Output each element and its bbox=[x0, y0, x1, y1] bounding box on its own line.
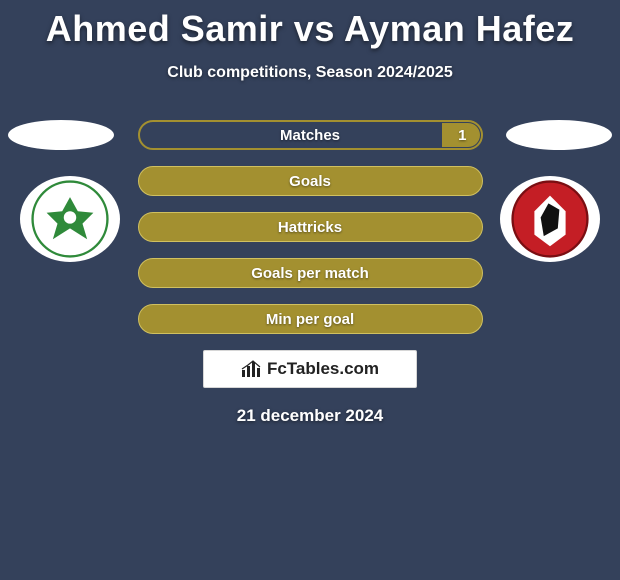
stat-row-hattricks: Hattricks bbox=[138, 212, 483, 242]
stat-row-min-per-goal: Min per goal bbox=[138, 304, 483, 334]
stat-label: Min per goal bbox=[266, 311, 354, 328]
stat-row-goals: Goals bbox=[138, 166, 483, 196]
stat-value-right: 1 bbox=[458, 127, 466, 144]
club-badge-left bbox=[20, 176, 120, 262]
stat-label: Hattricks bbox=[278, 219, 342, 236]
stat-label: Matches bbox=[280, 127, 340, 144]
player-photo-left bbox=[8, 120, 114, 150]
club-badge-right bbox=[500, 176, 600, 262]
branding-watermark: FcTables.com bbox=[203, 350, 417, 388]
bar-chart-icon bbox=[241, 360, 263, 378]
stat-row-matches: Matches 1 bbox=[138, 120, 483, 150]
player-photo-right bbox=[506, 120, 612, 150]
stat-label: Goals bbox=[289, 173, 331, 190]
eagle-crest-icon bbox=[31, 180, 109, 258]
page-subtitle: Club competitions, Season 2024/2025 bbox=[0, 64, 620, 82]
branding-text: FcTables.com bbox=[267, 359, 379, 379]
al-ahly-crest-icon bbox=[511, 180, 589, 258]
stat-label: Goals per match bbox=[251, 265, 369, 282]
stat-rows: Matches 1 Goals Hattricks Goals per matc… bbox=[138, 120, 483, 334]
stat-row-goals-per-match: Goals per match bbox=[138, 258, 483, 288]
page-title: Ahmed Samir vs Ayman Hafez bbox=[0, 0, 620, 50]
comparison-area: Matches 1 Goals Hattricks Goals per matc… bbox=[0, 120, 620, 426]
footer-date: 21 december 2024 bbox=[0, 406, 620, 426]
